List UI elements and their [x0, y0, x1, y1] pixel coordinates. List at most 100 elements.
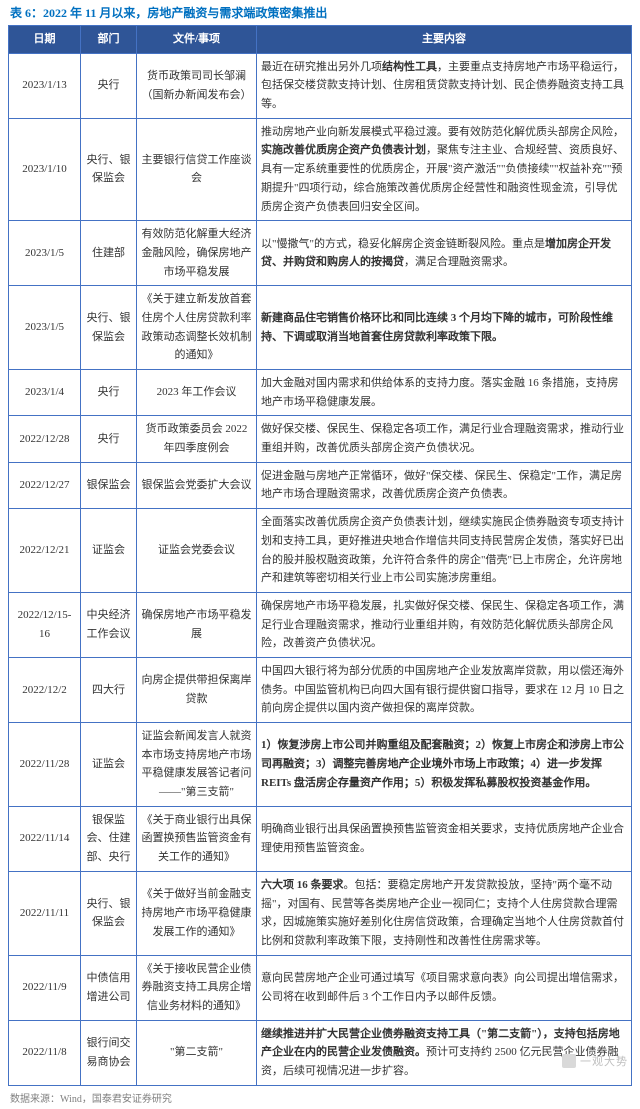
main-pre: 加大金融对国内需求和供给体系的支持力度。落实金融 16 条措施，支持房地产市场平…	[261, 377, 619, 408]
table-row: 2023/1/5央行、银保监会《关于建立新发放首套住房个人住房贷款利率政策动态调…	[9, 286, 632, 370]
cell-doc: 2023 年工作会议	[137, 370, 257, 416]
main-pre: 做好保交楼、保民生、保稳定各项工作，满足行业合理融资需求，推动行业重组并购，改善…	[261, 423, 624, 454]
watermark-text: 一观大势	[580, 1053, 628, 1069]
cell-date: 2022/12/15-16	[9, 592, 81, 657]
cell-doc: 《关于做好当前金融支持房地产市场平稳健康发展工作的通知》	[137, 871, 257, 955]
cell-dept: 四大行	[81, 657, 137, 722]
cell-dept: 证监会	[81, 723, 137, 807]
cell-dept: 央行、银保监会	[81, 118, 137, 220]
cell-doc: 《关于商业银行出具保函置换预售监管资金有关工作的通知》	[137, 806, 257, 871]
main-bold: 1）恢复涉房上市公司并购重组及配套融资；2）恢复上市房企和涉房上市公司再融资；3…	[261, 739, 624, 788]
cell-main: 新建商品住宅销售价格环比和同比连续 3 个月均下降的城市，可阶段性维持、下调或取…	[257, 286, 632, 370]
cell-date: 2022/11/11	[9, 871, 81, 955]
cell-main: 确保房地产市场平稳发展，扎实做好保交楼、保民生、保稳定各项工作，满足行业合理融资…	[257, 592, 632, 657]
cell-doc: 证监会党委会议	[137, 509, 257, 593]
cell-doc: 银保监会党委扩大会议	[137, 462, 257, 508]
main-pre: 最近在研究推出另外几项	[261, 61, 382, 73]
table-row: 2022/11/28证监会证监会新闻发言人就资本市场支持房地产市场平稳健康发展答…	[9, 723, 632, 807]
cell-main: 中国四大银行将为部分优质的中国房地产企业发放离岸贷款，用以偿还海外债务。中国监管…	[257, 657, 632, 722]
cell-dept: 中央经济工作会议	[81, 592, 137, 657]
cell-date: 2022/11/9	[9, 955, 81, 1020]
col-dept: 部门	[81, 26, 137, 54]
watermark-icon	[562, 1054, 576, 1068]
cell-date: 2022/12/2	[9, 657, 81, 722]
cell-main: 1）恢复涉房上市公司并购重组及配套融资；2）恢复上市房企和涉房上市公司再融资；3…	[257, 723, 632, 807]
cell-doc: 《关于建立新发放首套住房个人住房贷款利率政策动态调整长效机制的通知》	[137, 286, 257, 370]
table-row: 2023/1/10央行、银保监会主要银行信贷工作座谈会推动房地产业向新发展模式平…	[9, 118, 632, 220]
main-pre: 全面落实改善优质房企资产负债表计划，继续实施民企债券融资专项支持计划和支持工具，…	[261, 516, 624, 584]
cell-main: 全面落实改善优质房企资产负债表计划，继续实施民企债券融资专项支持计划和支持工具，…	[257, 509, 632, 593]
cell-date: 2022/11/14	[9, 806, 81, 871]
table-title: 表 6：2022 年 11 月以来，房地产融资与需求端政策密集推出	[8, 4, 632, 21]
main-pre: 以"慢撒气"的方式，稳妥化解房企资金链断裂风险。重点是	[261, 238, 545, 250]
policy-table: 日期 部门 文件/事项 主要内容 2023/1/13央行货币政策司司长邹澜（国新…	[8, 25, 632, 1086]
cell-date: 2022/12/21	[9, 509, 81, 593]
main-bold: 六大项 16 条要求	[261, 879, 344, 891]
table-row: 2022/12/2四大行向房企提供带担保离岸贷款中国四大银行将为部分优质的中国房…	[9, 657, 632, 722]
table-row: 2022/12/27银保监会银保监会党委扩大会议促进金融与房地产正常循环，做好"…	[9, 462, 632, 508]
cell-doc: 主要银行信贷工作座谈会	[137, 118, 257, 220]
cell-main: 促进金融与房地产正常循环，做好"保交楼、保民生、保稳定"工作，满足房地产市场合理…	[257, 462, 632, 508]
table-row: 2023/1/5住建部有效防范化解重大经济金融风险，确保房地产市场平稳发展以"慢…	[9, 221, 632, 286]
table-row: 2022/12/15-16中央经济工作会议确保房地产市场平稳发展确保房地产市场平…	[9, 592, 632, 657]
cell-main: 加大金融对国内需求和供给体系的支持力度。落实金融 16 条措施，支持房地产市场平…	[257, 370, 632, 416]
table-row: 2022/11/9中债信用增进公司《关于接收民营企业债券融资支持工具房企增信业务…	[9, 955, 632, 1020]
table-row: 2022/12/28央行货币政策委员会 2022 年四季度例会做好保交楼、保民生…	[9, 416, 632, 462]
cell-dept: 央行	[81, 416, 137, 462]
cell-dept: 银保监会	[81, 462, 137, 508]
cell-dept: 银行间交易商协会	[81, 1020, 137, 1085]
cell-main: 意向民营房地产企业可通过填写《项目需求意向表》向公司提出增信需求，公司将在收到邮…	[257, 955, 632, 1020]
cell-main: 推动房地产业向新发展模式平稳过渡。要有效防范化解优质头部房企风险， 实施改善优质房…	[257, 118, 632, 220]
cell-date: 2023/1/4	[9, 370, 81, 416]
cell-dept: 央行、银保监会	[81, 286, 137, 370]
main-pre: 中国四大银行将为部分优质的中国房地产企业发放离岸贷款，用以偿还海外债务。中国监管…	[261, 665, 624, 714]
cell-date: 2023/1/10	[9, 118, 81, 220]
cell-date: 2022/11/28	[9, 723, 81, 807]
watermark: 一观大势	[562, 1053, 628, 1069]
cell-main: 六大项 16 条要求。包括：要稳定房地产开发贷款投放，坚持"两个毫不动摇"，对国…	[257, 871, 632, 955]
cell-doc: 《关于接收民营企业债券融资支持工具房企增信业务材料的通知》	[137, 955, 257, 1020]
data-source: 数据来源：Wind，国泰君安证券研究	[8, 1090, 632, 1105]
table-row: 2022/11/8银行间交易商协会"第二支箭"继续推进并扩大民营企业债券融资支持…	[9, 1020, 632, 1085]
main-pre: 确保房地产市场平稳发展，扎实做好保交楼、保民生、保稳定各项工作，满足行业合理融资…	[261, 600, 624, 649]
main-bold: 实施改善优质房企资产负债表计划	[261, 144, 426, 156]
col-main: 主要内容	[257, 26, 632, 54]
cell-main: 明确商业银行出具保函置换预售监管资金相关要求，支持优质房地产企业合理使用预售监管…	[257, 806, 632, 871]
cell-date: 2023/1/13	[9, 53, 81, 118]
table-row: 2023/1/13央行货币政策司司长邹澜（国新办新闻发布会）最近在研究推出另外几…	[9, 53, 632, 118]
cell-dept: 中债信用增进公司	[81, 955, 137, 1020]
cell-doc: 向房企提供带担保离岸贷款	[137, 657, 257, 722]
cell-main: 最近在研究推出另外几项结构性工具，主要重点支持房地产市场平稳运行，包括保交楼贷款…	[257, 53, 632, 118]
main-bold: 结构性工具	[382, 61, 437, 73]
cell-dept: 央行、银保监会	[81, 871, 137, 955]
cell-doc: "第二支箭"	[137, 1020, 257, 1085]
main-post: ，满足合理融资需求。	[404, 256, 514, 268]
cell-dept: 央行	[81, 53, 137, 118]
table-row: 2022/11/11央行、银保监会《关于做好当前金融支持房地产市场平稳健康发展工…	[9, 871, 632, 955]
cell-doc: 确保房地产市场平稳发展	[137, 592, 257, 657]
cell-doc: 有效防范化解重大经济金融风险，确保房地产市场平稳发展	[137, 221, 257, 286]
cell-dept: 央行	[81, 370, 137, 416]
cell-date: 2022/11/8	[9, 1020, 81, 1085]
main-bold: 新建商品住宅销售价格环比和同比连续 3 个月均下降的城市，可阶段性维持、下调或取…	[261, 312, 613, 343]
cell-main: 做好保交楼、保民生、保稳定各项工作，满足行业合理融资需求，推动行业重组并购，改善…	[257, 416, 632, 462]
main-pre: 推动房地产业向新发展模式平稳过渡。要有效防范化解优质头部房企风险，	[261, 126, 624, 138]
cell-dept: 住建部	[81, 221, 137, 286]
table-header-row: 日期 部门 文件/事项 主要内容	[9, 26, 632, 54]
table-row: 2022/12/21证监会证监会党委会议全面落实改善优质房企资产负债表计划，继续…	[9, 509, 632, 593]
cell-doc: 货币政策司司长邹澜（国新办新闻发布会）	[137, 53, 257, 118]
cell-date: 2023/1/5	[9, 286, 81, 370]
cell-dept: 银保监会、住建部、央行	[81, 806, 137, 871]
cell-date: 2022/12/27	[9, 462, 81, 508]
table-row: 2022/11/14银保监会、住建部、央行《关于商业银行出具保函置换预售监管资金…	[9, 806, 632, 871]
cell-dept: 证监会	[81, 509, 137, 593]
cell-date: 2022/12/28	[9, 416, 81, 462]
cell-doc: 货币政策委员会 2022 年四季度例会	[137, 416, 257, 462]
col-date: 日期	[9, 26, 81, 54]
main-pre: 促进金融与房地产正常循环，做好"保交楼、保民生、保稳定"工作，满足房地产市场合理…	[261, 470, 622, 501]
cell-doc: 证监会新闻发言人就资本市场支持房地产市场平稳健康发展答记者问——"第三支箭"	[137, 723, 257, 807]
cell-date: 2023/1/5	[9, 221, 81, 286]
table-row: 2023/1/4央行2023 年工作会议加大金融对国内需求和供给体系的支持力度。…	[9, 370, 632, 416]
main-pre: 意向民营房地产企业可通过填写《项目需求意向表》向公司提出增信需求，公司将在收到邮…	[261, 972, 624, 1003]
main-pre: 明确商业银行出具保函置换预售监管资金相关要求，支持优质房地产企业合理使用预售监管…	[261, 823, 624, 854]
